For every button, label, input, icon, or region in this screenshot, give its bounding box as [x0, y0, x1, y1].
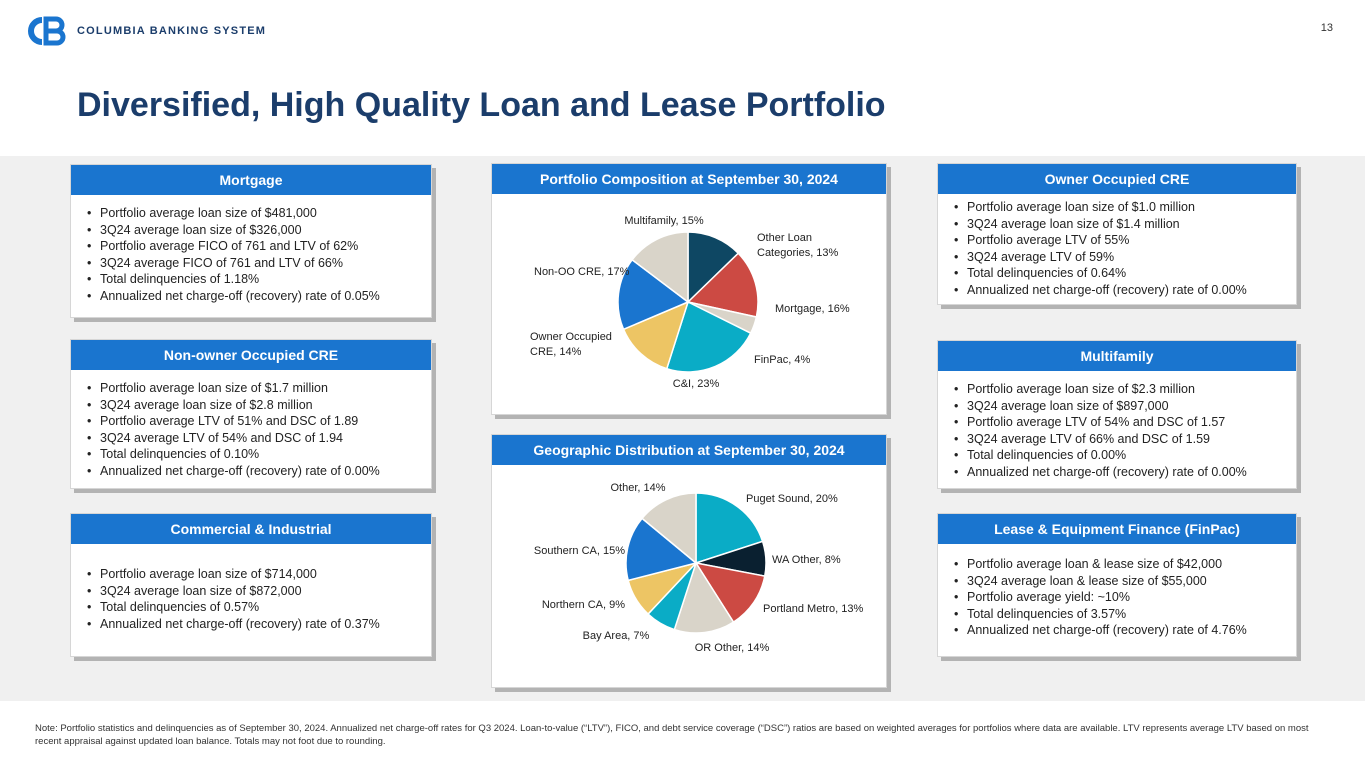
commercial-panel: Commercial & Industrial Portfolio averag… — [70, 513, 432, 657]
slice-label: Portland Metro, 13% — [763, 603, 863, 615]
pie-slice — [694, 561, 766, 624]
bullet-item: Annualized net charge-off (recovery) rat… — [950, 282, 1284, 299]
slice-label: C&I, 23% — [673, 378, 720, 390]
bullet-item: Annualized net charge-off (recovery) rat… — [950, 622, 1284, 639]
bullet-item: 3Q24 average LTV of 54% and DSC of 1.94 — [83, 430, 419, 447]
bullet-item: Annualized net charge-off (recovery) rat… — [950, 464, 1284, 481]
bullet-item: Portfolio average LTV of 54% and DSC of … — [950, 414, 1284, 431]
page-title: Diversified, High Quality Loan and Lease… — [77, 86, 886, 124]
footnote: Note: Portfolio statistics and delinquen… — [35, 723, 1309, 747]
pie-slice — [686, 252, 759, 318]
bullet-item: Portfolio average loan size of $2.3 mill… — [950, 381, 1284, 398]
panel-title: Lease & Equipment Finance (FinPac) — [938, 514, 1296, 544]
slice-label: Multifamily, 15% — [624, 215, 703, 227]
page-number: 13 — [1320, 22, 1333, 34]
slice-label: Northern CA, 9% — [542, 599, 625, 611]
bullet-item: 3Q24 average loan size of $326,000 — [83, 222, 419, 239]
bullet-item: Portfolio average loan size of $714,000 — [83, 566, 419, 583]
owner-cre-panel: Owner Occupied CRE Portfolio average loa… — [937, 163, 1297, 305]
slice-label: Bay Area, 7% — [583, 630, 650, 642]
slice-label: Other Loan Categories, 13% — [757, 232, 839, 259]
bullet-item: 3Q24 average FICO of 761 and LTV of 66% — [83, 255, 419, 272]
logo-text: COLUMBIA BANKING SYSTEM — [77, 25, 267, 37]
lease-panel: Lease & Equipment Finance (FinPac) Portf… — [937, 513, 1297, 657]
bullet-item: Annualized net charge-off (recovery) rat… — [83, 616, 419, 633]
bullet-item: 3Q24 average loan size of $897,000 — [950, 398, 1284, 415]
panel-title: Commercial & Industrial — [71, 514, 431, 544]
panel-title: Mortgage — [71, 165, 431, 195]
bullet-item: Annualized net charge-off (recovery) rat… — [83, 288, 419, 305]
pie-slice — [625, 517, 698, 582]
chart-title: Portfolio Composition at September 30, 2… — [492, 164, 886, 194]
bullet-item: Total delinquencies of 0.00% — [950, 447, 1284, 464]
multifamily-list: Portfolio average loan size of $2.3 mill… — [950, 381, 1284, 480]
pie-slice — [687, 231, 740, 304]
bullet-item: Portfolio average loan & lease size of $… — [950, 556, 1284, 573]
mortgage-list: Portfolio average loan size of $481,0003… — [83, 205, 419, 304]
non-owner-cre-panel: Non-owner Occupied CRE Portfolio average… — [70, 339, 432, 489]
owner-cre-list: Portfolio average loan size of $1.0 mill… — [950, 199, 1284, 298]
pie-slice — [622, 300, 690, 370]
slice-label: Owner Occupied CRE, 14% — [530, 331, 612, 358]
pie-slice — [641, 492, 697, 565]
cb-logo-icon — [28, 16, 66, 46]
pie-slice — [665, 300, 752, 373]
bullet-item: 3Q24 average loan size of $2.8 million — [83, 397, 419, 414]
slice-label: Other, 14% — [610, 482, 665, 494]
bullet-item: 3Q24 average loan size of $1.4 million — [950, 216, 1284, 233]
non-owner-cre-list: Portfolio average loan size of $1.7 mill… — [83, 380, 419, 479]
bullet-item: Portfolio average FICO of 761 and LTV of… — [83, 238, 419, 255]
pie-slice — [631, 231, 689, 304]
panel-title: Non-owner Occupied CRE — [71, 340, 431, 370]
portfolio-composition-chart: Other Loan Categories, 13% Mortgage, 16% Fi… — [530, 215, 850, 390]
bullet-item: Total delinquencies of 1.18% — [83, 271, 419, 288]
slice-label: Southern CA, 15% — [534, 545, 625, 557]
bullet-item: Total delinquencies of 0.10% — [83, 446, 419, 463]
mortgage-panel: Mortgage Portfolio average loan size of … — [70, 164, 432, 318]
bullet-item: Portfolio average loan size of $1.0 mill… — [950, 199, 1284, 216]
portfolio-composition-panel: Portfolio Composition at September 30, 2… — [491, 163, 887, 415]
slice-label: FinPac, 4% — [754, 354, 810, 366]
company-logo: COLUMBIA BANKING SYSTEM — [25, 16, 266, 46]
panel-title: Multifamily — [938, 341, 1296, 371]
pie-slice — [673, 561, 735, 634]
slice-label: Non-OO CRE, 17% — [534, 266, 630, 278]
panel-title: Owner Occupied CRE — [938, 164, 1296, 194]
slice-label: WA Other, 8% — [772, 554, 841, 566]
bullet-item: Total delinquencies of 3.57% — [950, 606, 1284, 623]
bullet-item: Portfolio average LTV of 51% and DSC of … — [83, 413, 419, 430]
slice-label: OR Other, 14% — [695, 642, 770, 654]
bullet-item: 3Q24 average loan & lease size of $55,00… — [950, 573, 1284, 590]
geographic-distribution-panel: Geographic Distribution at September 30,… — [491, 434, 887, 688]
slice-label: Mortgage, 16% — [775, 303, 850, 315]
lease-list: Portfolio average loan & lease size of $… — [950, 556, 1284, 639]
bullet-item: Total delinquencies of 0.64% — [950, 265, 1284, 282]
multifamily-panel: Multifamily Portfolio average loan size … — [937, 340, 1297, 489]
bullet-item: 3Q24 average LTV of 66% and DSC of 1.59 — [950, 431, 1284, 448]
commercial-list: Portfolio average loan size of $714,0003… — [83, 566, 419, 632]
slice-label: Puget Sound, 20% — [746, 493, 838, 505]
bullet-item: Portfolio average yield: ~10% — [950, 589, 1284, 606]
bullet-item: Annualized net charge-off (recovery) rat… — [83, 463, 419, 480]
pie-slice — [617, 258, 690, 331]
bullet-item: 3Q24 average loan size of $872,000 — [83, 583, 419, 600]
bullet-item: Total delinquencies of 0.57% — [83, 599, 419, 616]
bullet-item: 3Q24 average LTV of 59% — [950, 249, 1284, 266]
bullet-item: Portfolio average loan size of $1.7 mill… — [83, 380, 419, 397]
bullet-item: Portfolio average loan size of $481,000 — [83, 205, 419, 222]
geographic-distribution-chart: Puget Sound, 20% WA Other, 8% Portland Met… — [534, 482, 864, 654]
chart-title: Geographic Distribution at September 30,… — [492, 435, 886, 465]
pie-slice — [695, 492, 764, 565]
bullet-item: Portfolio average LTV of 55% — [950, 232, 1284, 249]
